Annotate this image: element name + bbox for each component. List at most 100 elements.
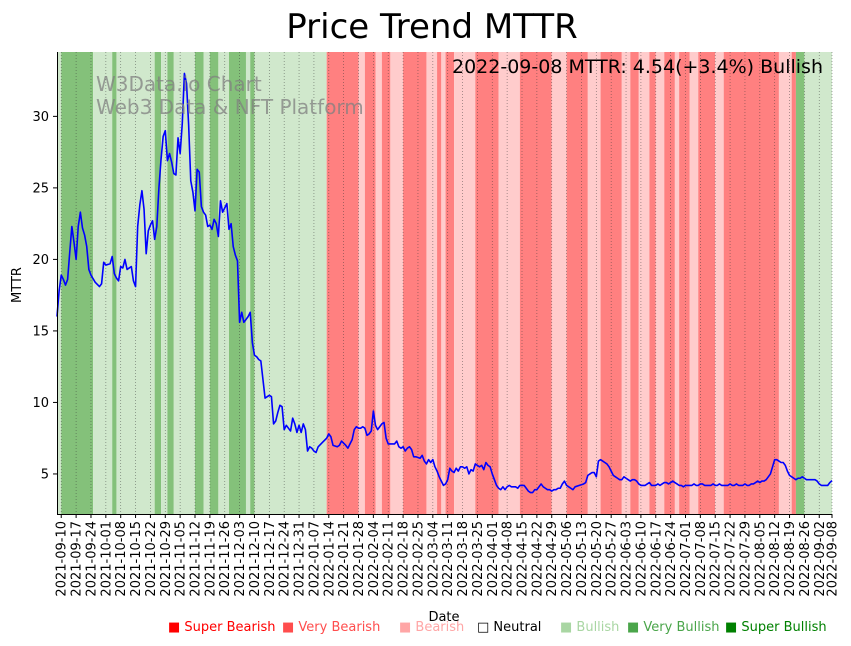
- x-tick-label: 2022-02-18: [397, 521, 412, 597]
- x-tick-label: 2022-01-14: [322, 521, 337, 597]
- x-tick-label: 2021-12-03: [233, 521, 248, 597]
- y-tick-label: 20: [32, 253, 49, 268]
- legend-item: ■ Bearish: [399, 620, 465, 635]
- sentiment-band: [209, 52, 219, 514]
- x-tick-label: 2021-11-12: [189, 521, 204, 597]
- sentiment-band: [566, 52, 588, 514]
- sentiment-bands: [57, 52, 832, 514]
- sentiment-band: [57, 52, 62, 514]
- x-tick-label: 2022-05-13: [575, 521, 590, 597]
- watermark-line-1: W3Data.io Chart: [96, 72, 262, 96]
- x-tick-label: 2022-07-22: [724, 521, 739, 597]
- y-axis-label: MTTR: [10, 267, 25, 303]
- legend-item: ■ Super Bearish: [168, 620, 276, 635]
- x-tick-label: 2022-07-08: [694, 521, 709, 597]
- x-tick-label: 2022-01-21: [337, 521, 352, 597]
- sentiment-band: [791, 52, 796, 514]
- sentiment-band: [167, 52, 174, 514]
- sentiment-band: [630, 52, 639, 514]
- sentiment-band: [364, 52, 376, 514]
- x-tick-label: 2022-01-07: [307, 521, 322, 597]
- x-tick-label: 2021-11-05: [174, 521, 189, 597]
- x-tick-label: 2022-02-11: [382, 521, 397, 597]
- sentiment-band: [381, 52, 391, 514]
- sentiment-band: [375, 52, 382, 514]
- legend-item: ■ Very Bullish: [627, 620, 720, 635]
- x-tick-label: 2022-06-10: [634, 521, 649, 597]
- x-axis-ticks: 2021-09-10 2021-09-17 2021-09-24 2021-10-01…: [55, 514, 841, 597]
- sentiment-band: [638, 52, 650, 514]
- x-tick-label: 2022-08-26: [798, 521, 813, 597]
- sentiment-band: [551, 52, 567, 514]
- x-tick-label: 2022-08-19: [783, 521, 798, 597]
- sentiment-band: [250, 52, 255, 514]
- sentiment-band: [358, 52, 365, 514]
- x-tick-label: 2022-02-04: [367, 521, 382, 597]
- sentiment-band: [698, 52, 716, 514]
- sentiment-band: [426, 52, 438, 514]
- sentiment-band: [93, 52, 113, 514]
- sentiment-band: [715, 52, 724, 514]
- sentiment-band: [475, 52, 499, 514]
- x-tick-label: 2021-10-29: [159, 521, 174, 597]
- y-tick-label: 5: [41, 467, 49, 482]
- sentiment-band: [203, 52, 210, 514]
- x-tick-label: 2022-05-27: [605, 521, 620, 597]
- x-tick-label: 2022-06-17: [649, 521, 664, 597]
- sentiment-band: [326, 52, 359, 514]
- x-tick-label: 2022-04-08: [501, 521, 516, 597]
- sentiment-band: [655, 52, 665, 514]
- sentiment-band: [254, 52, 327, 514]
- x-tick-label: 2022-06-03: [620, 521, 635, 597]
- sentiment-band: [689, 52, 699, 514]
- chart-title: Price Trend MTTR: [286, 7, 578, 47]
- sentiment-band: [519, 52, 552, 514]
- sentiment-band: [154, 52, 162, 514]
- x-tick-label: 2022-04-22: [530, 521, 545, 597]
- legend-item: ■ Bullish: [560, 620, 620, 635]
- legend-item: ■ Very Bearish: [282, 620, 381, 635]
- x-tick-label: 2022-09-08: [826, 521, 841, 597]
- x-tick-label: 2021-11-19: [203, 521, 218, 597]
- x-tick-label: 2021-11-26: [218, 521, 233, 597]
- sentiment-band: [112, 52, 117, 514]
- sentiment-band: [723, 52, 779, 514]
- sentiment-band: [778, 52, 792, 514]
- x-tick-label: 2022-06-24: [664, 521, 679, 597]
- sentiment-band: [390, 52, 404, 514]
- sentiment-band: [437, 52, 442, 514]
- sentiment-band: [454, 52, 476, 514]
- x-tick-label: 2022-07-15: [709, 521, 724, 597]
- x-tick-label: 2022-05-20: [590, 521, 605, 597]
- x-tick-label: 2022-07-01: [679, 521, 694, 597]
- y-axis-ticks: 5 10 15 20 25 30: [32, 110, 57, 482]
- sentiment-band: [679, 52, 690, 514]
- x-tick-label: 2021-12-10: [248, 521, 263, 597]
- x-tick-label: 2022-03-18: [456, 521, 471, 597]
- x-tick-label: 2022-04-29: [545, 521, 560, 597]
- x-tick-label: 2021-12-24: [278, 521, 293, 597]
- x-tick-label: 2021-09-17: [70, 521, 85, 597]
- sentiment-band: [649, 52, 656, 514]
- x-tick-label: 2021-10-22: [144, 521, 159, 597]
- x-tick-label: 2022-09-02: [813, 521, 828, 597]
- legend-item: ■ Super Bullish: [725, 620, 827, 635]
- sentiment-band: [441, 52, 446, 514]
- x-tick-label: 2022-03-25: [471, 521, 486, 597]
- y-tick-label: 15: [32, 324, 49, 339]
- x-axis-label: Date: [428, 610, 459, 625]
- x-tick-label: 2022-08-12: [768, 521, 783, 597]
- date-gridlines: [60, 52, 833, 514]
- sentiment-band: [403, 52, 427, 514]
- x-tick-label: 2022-04-01: [486, 521, 501, 597]
- legend-item: □ Neutral: [477, 620, 542, 635]
- x-tick-label: 2021-09-24: [85, 521, 100, 597]
- y-tick-label: 10: [32, 396, 49, 411]
- sentiment-band: [195, 52, 204, 514]
- x-tick-label: 2021-09-10: [55, 521, 70, 597]
- sentiment-band: [245, 52, 251, 514]
- sentiment-band: [804, 52, 832, 514]
- sentiment-band: [498, 52, 520, 514]
- latest-value-annotation: 2022-09-08 MTTR: 4.54(+3.4%) Bullish: [452, 56, 823, 78]
